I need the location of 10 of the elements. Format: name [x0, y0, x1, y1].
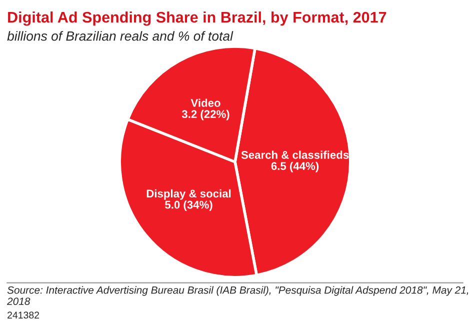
- chart-title: Digital Ad Spending Share in Brazil, by Format, 2017: [8, 11, 386, 26]
- source-note: Source: Interactive Advertising Bureau Brasil (IAB Brasil), "Pesquisa Digital Adspend 2018", May 21, 2018: [6, 286, 468, 305]
- data-label: 6.5 (44%): [271, 162, 319, 172]
- chart-subtitle: billions of Brazilian reals and % of total: [7, 31, 234, 41]
- slice-label: Video: [190, 98, 220, 107]
- data-label: 3.2 (22%): [182, 110, 230, 120]
- slice-label: Display & social: [146, 189, 231, 200]
- data-label: 5.0 (34%): [165, 200, 212, 211]
- slice-label: Search & classifieds: [241, 150, 349, 159]
- text: 241382: [8, 312, 40, 319]
